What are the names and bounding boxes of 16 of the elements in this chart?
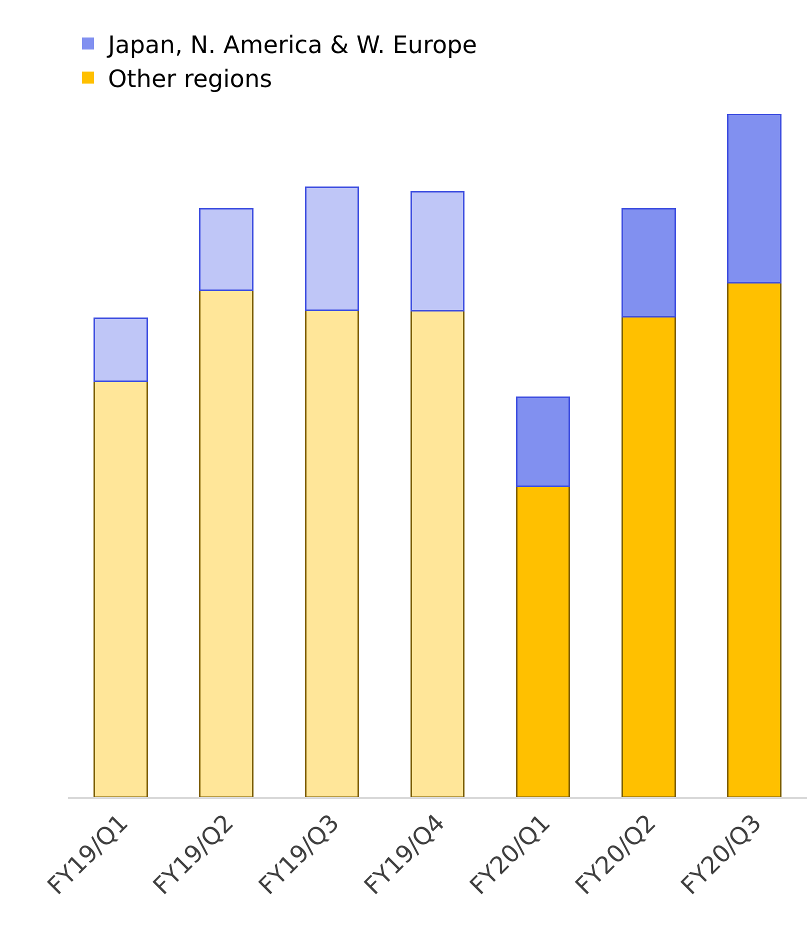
bar xyxy=(727,282,782,797)
bar xyxy=(727,114,782,284)
bar xyxy=(622,316,676,797)
bar xyxy=(94,317,148,382)
bar xyxy=(622,208,676,318)
bar xyxy=(304,309,360,797)
bar xyxy=(94,380,148,797)
bar xyxy=(516,396,570,487)
bar xyxy=(516,485,570,797)
legend-label: Other regions xyxy=(108,65,272,93)
bar xyxy=(410,310,465,797)
bar xyxy=(304,186,360,311)
bar xyxy=(199,289,254,797)
bar xyxy=(199,208,254,291)
bar xyxy=(410,191,465,312)
legend-label: Japan, N. America & W. Europe xyxy=(106,30,478,59)
